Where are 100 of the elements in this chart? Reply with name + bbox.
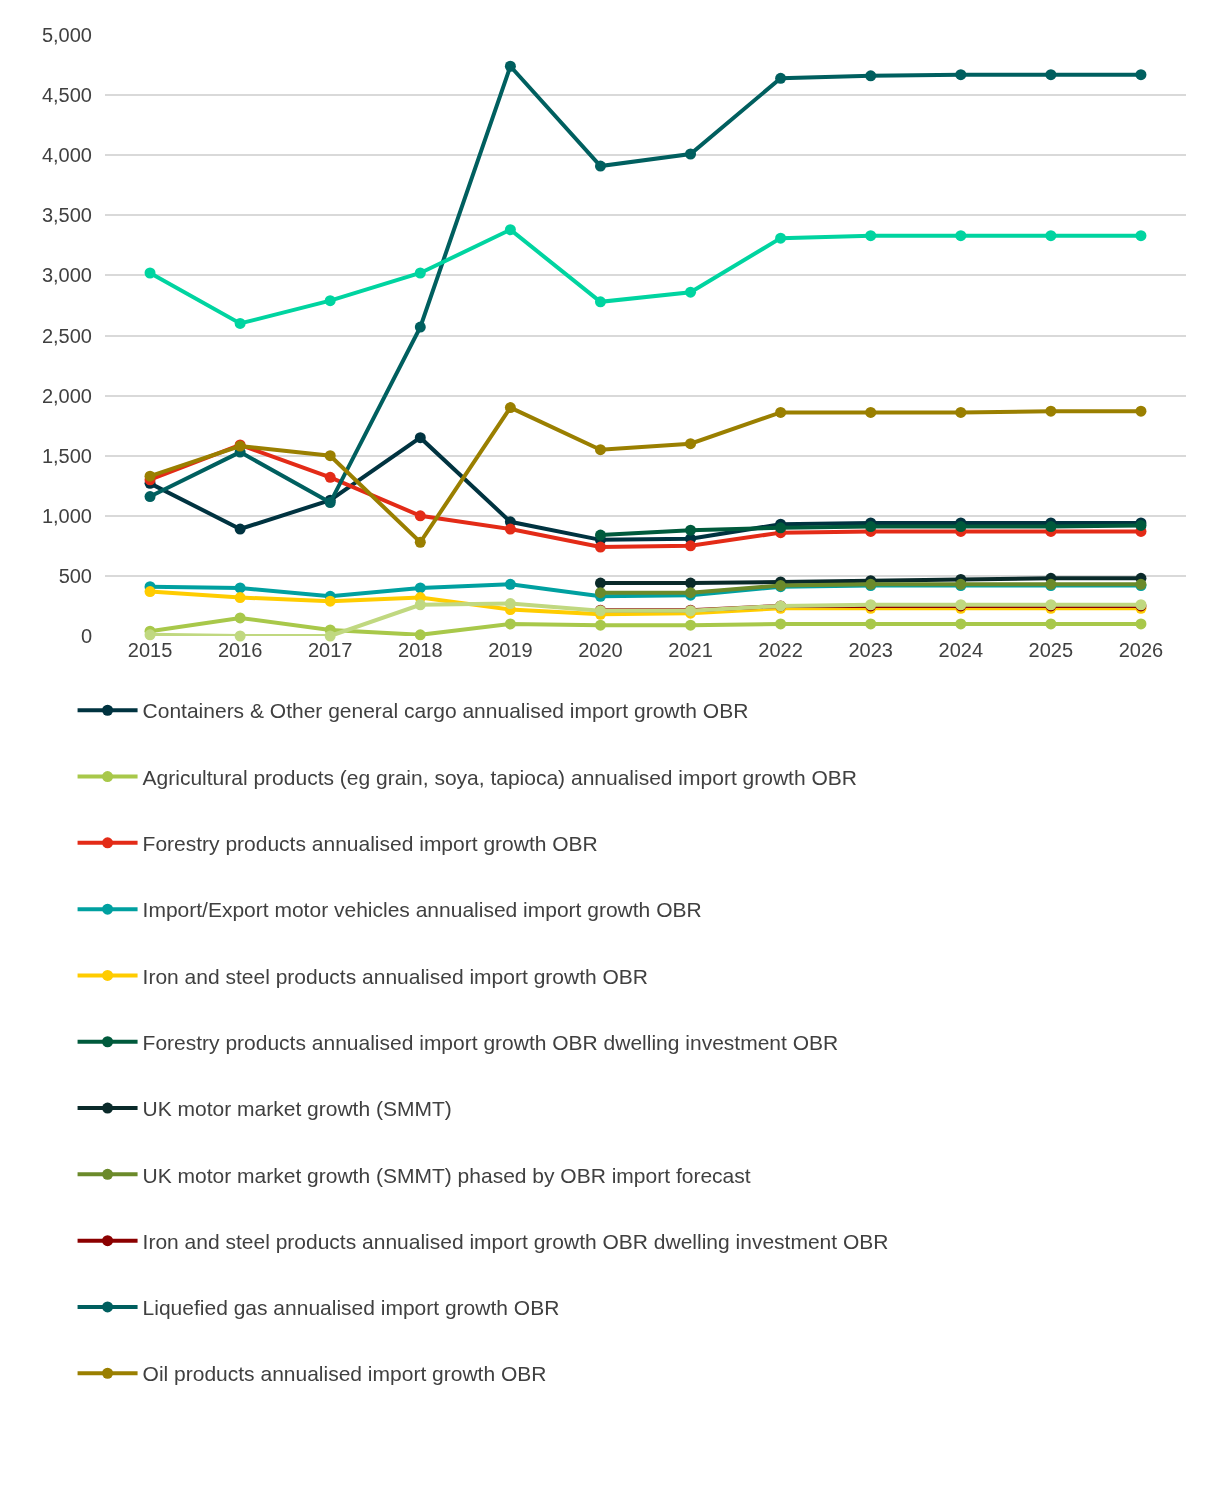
point	[865, 618, 877, 630]
point	[865, 70, 877, 82]
legend-label: Liquefied gas annualised import growth OBR	[142, 1296, 560, 1320]
point	[1045, 230, 1057, 242]
point	[1045, 69, 1057, 81]
point	[685, 286, 697, 298]
point	[504, 618, 516, 630]
point	[144, 586, 156, 598]
x-tick-label: 2020	[578, 639, 623, 661]
point	[144, 267, 156, 279]
x-tick-label: 2026	[1118, 639, 1164, 661]
point	[594, 296, 606, 308]
x-tick-label: 2024	[938, 639, 984, 661]
point	[594, 160, 606, 172]
point	[324, 630, 336, 642]
point	[234, 582, 246, 594]
point	[775, 72, 787, 84]
point	[594, 577, 606, 589]
point	[1045, 405, 1057, 417]
point	[594, 619, 606, 631]
y-tick-label: 500	[58, 564, 92, 587]
point	[955, 406, 967, 418]
y-tick-label: 1,500	[41, 444, 92, 467]
point	[414, 321, 426, 333]
point	[955, 521, 967, 533]
y-tick-label: 2,000	[41, 384, 92, 407]
point	[685, 577, 697, 589]
legend-label: UK motor market growth (SMMT) phased by OBR import forecast	[142, 1163, 751, 1187]
point	[594, 541, 606, 553]
point	[414, 582, 426, 594]
y-tick-label: 0	[80, 625, 92, 647]
point	[324, 471, 336, 483]
legend-label: Import/Export motor vehicles annualised import growth OBR	[142, 898, 702, 922]
point	[144, 491, 156, 503]
legend-label: Iron and steel products annualised import growth OBR dwelling investment OBR	[142, 1229, 889, 1253]
point	[1135, 230, 1147, 242]
point	[594, 529, 606, 541]
x-tick-label: 2015	[127, 639, 173, 661]
point	[955, 230, 967, 242]
x-tick-label: 2022	[758, 639, 803, 661]
y-tick-label: 4,500	[41, 84, 92, 107]
x-tick-label: 2018	[398, 639, 443, 661]
point	[1045, 618, 1057, 630]
point	[955, 69, 967, 81]
point	[144, 629, 156, 641]
point	[414, 536, 426, 548]
x-tick-label: 2025	[1028, 639, 1074, 661]
point	[234, 523, 246, 535]
point	[504, 578, 516, 590]
y-tick-label: 3,500	[41, 204, 92, 227]
point	[234, 592, 246, 604]
point	[685, 524, 697, 536]
point	[504, 60, 516, 72]
point	[775, 406, 787, 418]
point	[504, 598, 516, 610]
y-tick-label: 3,000	[41, 264, 92, 287]
point	[504, 224, 516, 236]
point	[685, 148, 697, 160]
point	[1045, 521, 1057, 533]
legend-label: Iron and steel products annualised import growth OBR	[142, 964, 649, 988]
x-tick-label: 2016	[217, 639, 263, 661]
y-tick-label: 1,000	[41, 504, 92, 527]
point	[865, 521, 877, 533]
legend-label: Containers & Other general cargo annualised import growth OBR	[142, 699, 749, 723]
point	[414, 432, 426, 444]
point	[504, 523, 516, 535]
point	[324, 295, 336, 307]
legend-label: UK motor market growth (SMMT)	[142, 1097, 452, 1121]
point	[414, 267, 426, 279]
point	[504, 402, 516, 414]
x-tick-label: 2021	[668, 639, 713, 661]
point	[685, 619, 697, 631]
point	[1135, 405, 1147, 417]
point	[324, 450, 336, 462]
point	[144, 470, 156, 482]
point	[775, 232, 787, 244]
point	[685, 540, 697, 552]
point	[324, 595, 336, 607]
point	[775, 522, 787, 534]
x-tick-label: 2017	[307, 639, 353, 661]
point	[234, 317, 246, 329]
point	[955, 618, 967, 630]
y-tick-label: 4,000	[41, 144, 92, 167]
x-tick-label: 2023	[848, 639, 893, 661]
point	[414, 629, 426, 641]
point	[865, 230, 877, 242]
point	[865, 406, 877, 418]
point	[594, 444, 606, 456]
point	[1135, 618, 1147, 630]
point	[685, 438, 697, 450]
point	[1135, 69, 1147, 81]
point	[775, 618, 787, 630]
legend-label: Forestry products annualised import growth OBR	[142, 832, 598, 856]
y-tick-label: 5,000	[41, 24, 92, 46]
point	[234, 612, 246, 624]
legend-label: Agricultural products (eg grain, soya, tapioca) annualised import growth OBR	[142, 765, 857, 789]
point	[414, 510, 426, 522]
legend-label: Forestry products annualised import growth OBR dwelling investment OBR	[142, 1030, 839, 1054]
point	[414, 599, 426, 611]
legend-label: Oil products annualised import growth OBR	[142, 1362, 547, 1386]
